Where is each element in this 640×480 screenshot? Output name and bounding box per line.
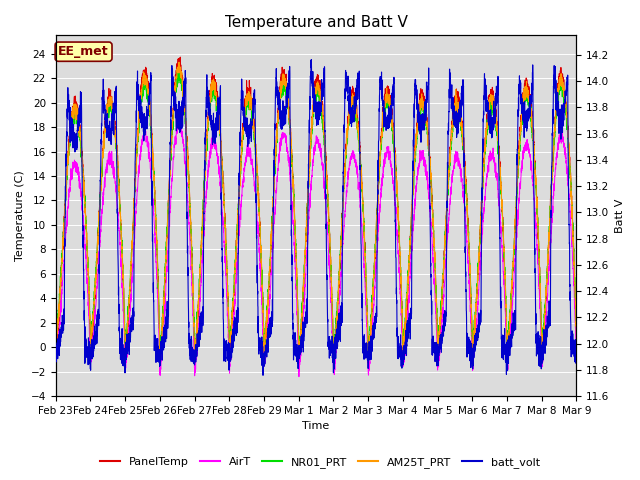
- Text: EE_met: EE_met: [58, 45, 109, 58]
- Y-axis label: Batt V: Batt V: [615, 199, 625, 233]
- Y-axis label: Temperature (C): Temperature (C): [15, 170, 25, 261]
- Legend: PanelTemp, AirT, NR01_PRT, AM25T_PRT, batt_volt: PanelTemp, AirT, NR01_PRT, AM25T_PRT, ba…: [95, 452, 545, 472]
- Title: Temperature and Batt V: Temperature and Batt V: [225, 15, 408, 30]
- X-axis label: Time: Time: [303, 421, 330, 432]
